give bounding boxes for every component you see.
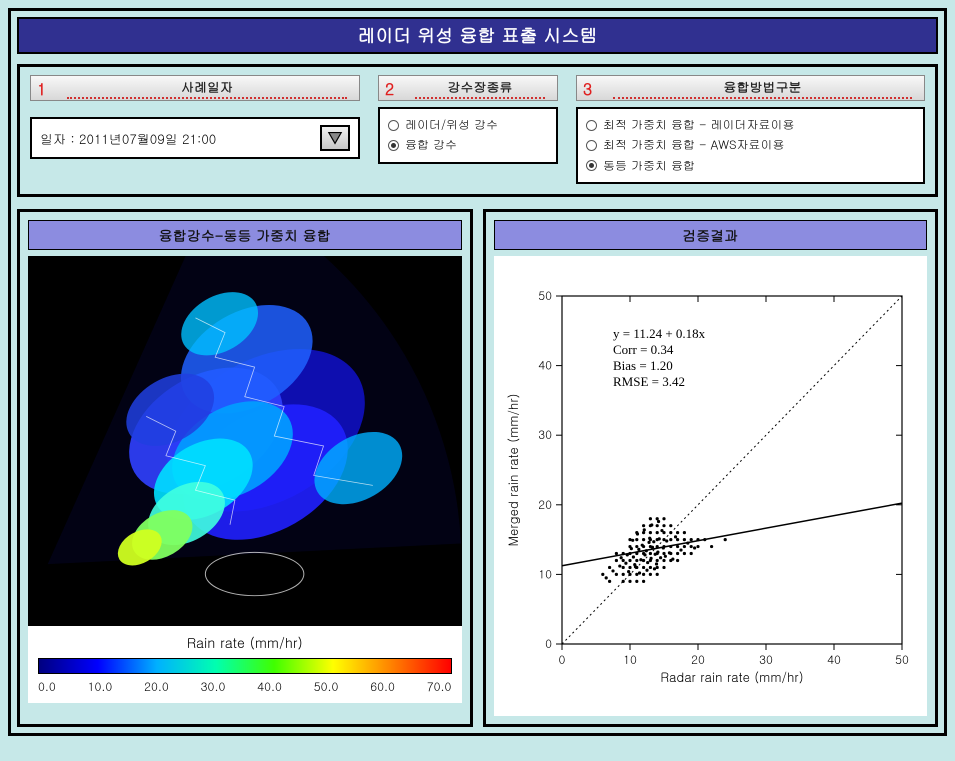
method-radio-option[interactable]: 동등 가중치 융합	[586, 156, 915, 176]
svg-text:30: 30	[538, 426, 552, 443]
section-num-date: 1	[37, 77, 55, 100]
svg-text:20: 20	[691, 651, 705, 668]
section-header-date: 1 사례일자	[30, 75, 360, 101]
section-num-type: 2	[385, 77, 403, 100]
section-title-date: 사례일자	[67, 77, 347, 99]
svg-text:50: 50	[895, 651, 909, 668]
colorbar-tick: 50.0	[314, 678, 339, 695]
validation-body: 0 10 20 30 40 50 0 10 20 30 40 50 Radar rain rate (m…	[494, 256, 928, 716]
colorbar-tick: 60.0	[370, 678, 395, 695]
svg-text:50: 50	[538, 287, 552, 304]
chevron-down-icon	[327, 131, 343, 145]
section-header-method: 3 융합방법구분	[576, 75, 925, 101]
colorbar-tick: 10.0	[88, 678, 113, 695]
colorbar-gradient	[38, 658, 452, 674]
radio-label: 융합 강수	[405, 135, 457, 155]
svg-text:Corr = 0.34: Corr = 0.34	[613, 342, 674, 357]
rainmap-body: Rain rate (mm/hr) 0.0 10.0 20.0 30.0 40.0 50.…	[28, 256, 462, 703]
radio-icon	[388, 140, 399, 151]
svg-text:10: 10	[538, 566, 552, 583]
radio-icon	[586, 140, 597, 151]
svg-text:y = 11.24 + 0.18x: y = 11.24 + 0.18x	[613, 326, 706, 341]
svg-text:40: 40	[538, 357, 552, 374]
svg-text:0: 0	[559, 651, 566, 668]
method-radio-option[interactable]: 최적 가중치 융합 - AWS자료이용	[586, 135, 915, 155]
rain-rate-map	[28, 256, 462, 626]
app-frame: 레이더 위성 융합 표출 시스템 1 사례일자 일자 : 2011년07월09일…	[8, 8, 947, 736]
scatter-plot: 0 10 20 30 40 50 0 10 20 30 40 50 Radar rain rate (m…	[500, 276, 920, 696]
colorbar-area: Rain rate (mm/hr) 0.0 10.0 20.0 30.0 40.0 50.…	[28, 626, 462, 703]
charts-row: 융합강수-동등 가중치 융합 Rain rate (mm/hr) 0.0 10.0…	[17, 209, 938, 727]
method-radio-option[interactable]: 최적 가중치 융합 - 레이더자료이용	[586, 115, 915, 135]
radio-icon	[586, 120, 597, 131]
svg-text:20: 20	[538, 496, 552, 513]
colorbar-tick: 20.0	[144, 678, 169, 695]
app-title: 레이더 위성 융합 표출 시스템	[358, 23, 598, 48]
date-selector[interactable]: 일자 : 2011년07월09일 21:00	[30, 117, 360, 159]
type-radio-group: 레이더/위성 강수융합 강수	[378, 107, 558, 164]
svg-text:RMSE = 3.42: RMSE = 3.42	[613, 374, 685, 389]
radio-label: 레이더/위성 강수	[405, 115, 498, 135]
svg-text:10: 10	[623, 651, 637, 668]
type-radio-option[interactable]: 레이더/위성 강수	[388, 115, 548, 135]
rainmap-panel: 융합강수-동등 가중치 융합 Rain rate (mm/hr) 0.0 10.0…	[17, 209, 473, 727]
radio-icon	[388, 120, 399, 131]
svg-text:Bias = 1.20: Bias = 1.20	[613, 358, 673, 373]
method-column: 3 융합방법구분 최적 가중치 융합 - 레이더자료이용최적 가중치 융합 - …	[576, 75, 925, 184]
radio-label: 동등 가중치 융합	[603, 156, 695, 176]
svg-text:30: 30	[759, 651, 773, 668]
section-title-type: 강수장종류	[415, 77, 545, 99]
svg-text:Radar rain rate (mm/hr): Radar rain rate (mm/hr)	[661, 667, 804, 686]
app-title-bar: 레이더 위성 융합 표출 시스템	[17, 17, 938, 54]
section-header-type: 2 강수장종류	[378, 75, 558, 101]
method-radio-group: 최적 가중치 융합 - 레이더자료이용최적 가중치 융합 - AWS자료이용동등…	[576, 107, 925, 184]
radio-label: 최적 가중치 융합 - 레이더자료이용	[603, 115, 794, 135]
date-dropdown-button[interactable]	[320, 125, 350, 151]
section-num-method: 3	[583, 77, 601, 100]
svg-text:0: 0	[545, 635, 552, 652]
type-radio-option[interactable]: 융합 강수	[388, 135, 548, 155]
colorbar-tick: 30.0	[201, 678, 226, 695]
svg-text:Merged rain rate (mm/hr): Merged rain rate (mm/hr)	[503, 394, 522, 547]
colorbar-tick: 70.0	[427, 678, 452, 695]
date-column: 1 사례일자 일자 : 2011년07월09일 21:00	[30, 75, 360, 159]
colorbar-tick: 40.0	[257, 678, 282, 695]
colorbar-ticks: 0.0 10.0 20.0 30.0 40.0 50.0 60.0 70.0	[38, 678, 452, 695]
controls-panel: 1 사례일자 일자 : 2011년07월09일 21:00 2 강수장종류	[17, 64, 938, 197]
svg-text:40: 40	[827, 651, 841, 668]
date-value: 일자 : 2011년07월09일 21:00	[40, 129, 216, 148]
colorbar-title: Rain rate (mm/hr)	[38, 632, 452, 652]
rainmap-panel-title: 융합강수-동등 가중치 융합	[28, 220, 462, 250]
type-column: 2 강수장종류 레이더/위성 강수융합 강수	[378, 75, 558, 164]
radio-label: 최적 가중치 융합 - AWS자료이용	[603, 135, 785, 155]
colorbar-tick: 0.0	[38, 678, 56, 695]
section-title-method: 융합방법구분	[613, 77, 912, 99]
validation-panel: 검증결과 0 10 20 30 40 50 0 10 20 30 40 50 Radar rain ra…	[483, 209, 939, 727]
validation-panel-title: 검증결과	[494, 220, 928, 250]
radio-icon	[586, 160, 597, 171]
